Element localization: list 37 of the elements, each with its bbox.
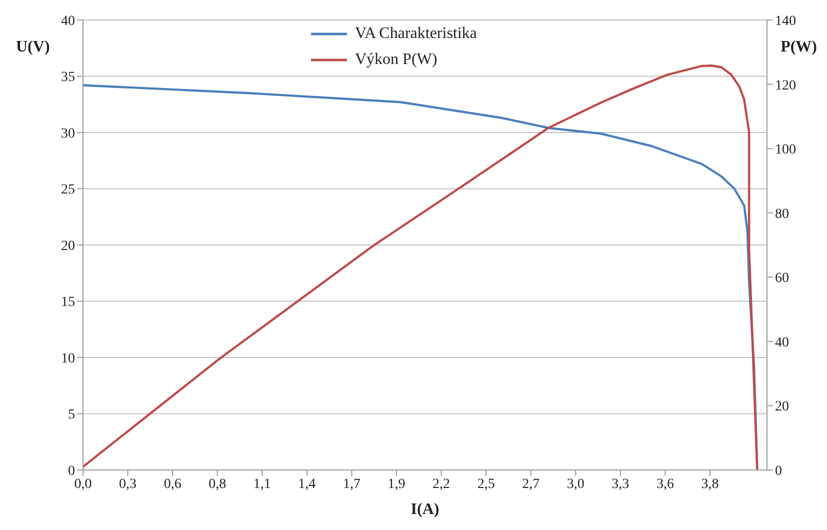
x-axis-title: I(A)	[410, 501, 440, 518]
x-tick-label: 3,8	[701, 476, 719, 492]
legend-label: Výkon P(W)	[355, 51, 438, 69]
y2-tick-label: 140	[775, 14, 796, 29]
y-tick-label: 0	[68, 464, 75, 479]
x-tick-label: 3,6	[656, 476, 674, 492]
legend-label: VA Charakteristika	[355, 25, 477, 43]
x-tick-label: 1,9	[388, 476, 406, 492]
y2-tick-label: 100	[775, 142, 796, 158]
y2-tick-label: 80	[775, 206, 789, 222]
x-tick-label: 2,5	[477, 476, 495, 492]
y-axis-title: U(V)	[16, 38, 50, 56]
y-tick-label: 30	[61, 126, 75, 142]
y2-tick-label: 60	[775, 271, 789, 286]
y-tick-label: 35	[61, 70, 75, 86]
y-tick-label: 25	[61, 182, 75, 198]
y-tick-label: 20	[61, 238, 75, 254]
x-tick-label: 2,2	[432, 476, 450, 492]
x-tick-label: 0,3	[119, 476, 137, 492]
x-tick-label: 2,7	[522, 476, 540, 492]
y2-tick-label: 120	[775, 78, 796, 94]
y-tick-label: 15	[61, 295, 75, 310]
x-tick-label: 0,8	[208, 476, 226, 492]
y-tick-label: 10	[61, 351, 75, 366]
x-tick-label: 1,7	[342, 476, 360, 492]
y2-axis-title: P(W)	[780, 38, 817, 56]
x-tick-label: 1,4	[298, 476, 316, 492]
x-tick-label: 3,3	[612, 476, 630, 492]
y2-tick-label: 40	[775, 335, 789, 350]
x-tick-label: 0,0	[74, 476, 92, 492]
x-tick-label: 0,6	[164, 476, 182, 492]
y2-tick-label: 0	[775, 464, 782, 479]
y2-tick-label: 20	[775, 400, 789, 415]
x-tick-label: 1,1	[253, 476, 271, 492]
x-tick-label: 3,0	[566, 476, 584, 492]
y-tick-label: 40	[61, 14, 75, 29]
y-tick-label: 5	[68, 408, 75, 423]
